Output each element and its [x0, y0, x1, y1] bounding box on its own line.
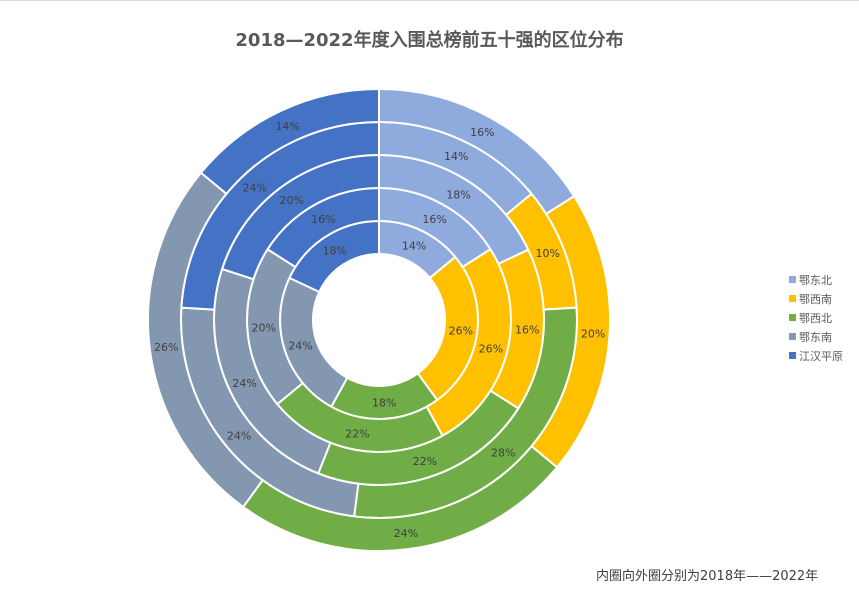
label-2021-鄂东南: 24% — [227, 430, 251, 443]
label-2022-江汉平原: 14% — [275, 120, 299, 133]
label-2021-鄂西南: 10% — [536, 247, 560, 260]
label-2022-鄂东北: 16% — [470, 126, 494, 139]
label-2019-鄂东北: 16% — [422, 213, 446, 226]
legend-label: 江汉平原 — [799, 349, 843, 363]
label-2019-鄂西北: 22% — [345, 427, 369, 440]
label-2021-鄂西北: 28% — [491, 446, 515, 459]
chart-note: 内圈向外圈分别为2018年——2022年 — [596, 569, 819, 584]
label-2022-鄂东南: 26% — [154, 341, 178, 354]
label-2018-鄂东南: 24% — [288, 339, 312, 352]
label-2019-鄂西南: 26% — [479, 343, 503, 356]
legend-item: 鄂东北 — [789, 270, 843, 289]
legend-swatch — [789, 314, 796, 321]
legend: 鄂东北鄂西南鄂西北鄂东南江汉平原 — [789, 270, 843, 365]
top-border — [0, 0, 859, 1]
label-2018-鄂西南: 26% — [449, 324, 473, 337]
legend-label: 鄂东南 — [799, 330, 832, 344]
legend-item: 鄂东南 — [789, 327, 843, 346]
segment-2022-江汉平原 — [199, 87, 380, 196]
label-2020-鄂东北: 18% — [446, 189, 470, 202]
chart-title: 2018—2022年度入围总榜前五十强的区位分布 — [235, 30, 624, 51]
legend-item: 鄂西南 — [789, 289, 843, 308]
label-2018-鄂西北: 18% — [372, 396, 396, 409]
label-2022-鄂西南: 20% — [581, 327, 605, 340]
label-2020-鄂西北: 22% — [413, 455, 437, 468]
label-2022-鄂西北: 24% — [394, 527, 418, 540]
label-2018-江汉平原: 18% — [323, 244, 347, 257]
label-2021-鄂东北: 14% — [444, 150, 468, 163]
legend-label: 鄂西北 — [799, 311, 832, 325]
label-2020-鄂东南: 24% — [232, 377, 256, 390]
label-2018-鄂东北: 14% — [402, 239, 426, 252]
legend-label: 鄂东北 — [799, 273, 832, 287]
legend-item: 鄂西北 — [789, 308, 843, 327]
label-2020-鄂西南: 16% — [515, 323, 539, 336]
legend-item: 江汉平原 — [789, 346, 843, 365]
label-2019-鄂东南: 20% — [252, 321, 276, 334]
label-2021-江汉平原: 24% — [243, 182, 267, 195]
legend-swatch — [789, 352, 796, 359]
legend-label: 鄂西南 — [799, 292, 832, 306]
legend-swatch — [789, 276, 796, 283]
label-2019-江汉平原: 16% — [311, 213, 335, 226]
legend-swatch — [789, 333, 796, 340]
label-2020-江汉平原: 20% — [279, 194, 303, 207]
legend-swatch — [789, 295, 796, 302]
